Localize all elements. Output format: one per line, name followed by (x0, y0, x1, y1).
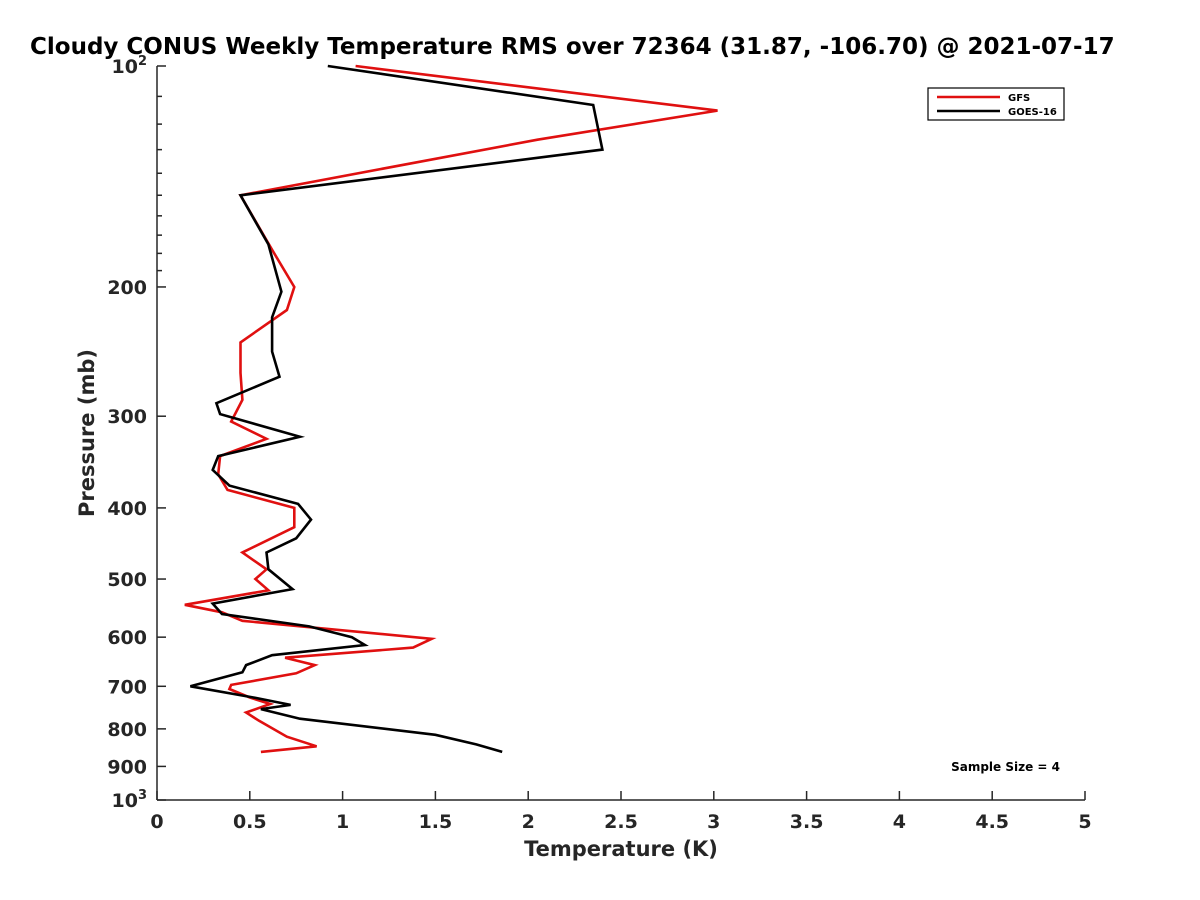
legend-box (927, 87, 1065, 121)
chart-title: Cloudy CONUS Weekly Temperature RMS over… (30, 34, 1115, 60)
legend-label: GOES-16 (1008, 107, 1057, 118)
y-tick-label: 600 (107, 627, 147, 649)
legend: GFS GOES-16 (927, 87, 1065, 121)
x-tick-label: 3 (707, 811, 720, 833)
x-tick-label: 1.5 (419, 811, 453, 833)
x-tick-label: 2 (522, 811, 535, 833)
y-tick-label: 300 (107, 406, 147, 428)
x-tick-label: 0 (150, 811, 163, 833)
y-tick-label: 500 (107, 569, 147, 591)
sample-size-annotation: Sample Size = 4 (951, 760, 1060, 774)
y-tick-label: 900 (107, 756, 147, 778)
x-tick-label: 3.5 (790, 811, 824, 833)
x-tick-label: 5 (1078, 811, 1091, 833)
y-tick-label: 102 (112, 54, 148, 78)
y-axis-label: Pressure (mb) (75, 349, 99, 517)
plot-series (184, 64, 718, 754)
y-tick-label: 103 (112, 788, 148, 812)
x-axis-label: Temperature (K) (524, 837, 718, 861)
axes: 0 0.5 1 1.5 2 2.5 3 3.5 4 4.5 5 102 200 300 400 500 600 7… (107, 54, 1091, 833)
y-tick-label: 200 (107, 277, 147, 299)
series-line-goes-16 (190, 64, 604, 754)
x-tick-label: 4 (893, 811, 906, 833)
x-tick-label: 1 (336, 811, 349, 833)
y-tick-label: 700 (107, 676, 147, 698)
x-tick-label: 4.5 (975, 811, 1009, 833)
x-tick-label: 2.5 (604, 811, 638, 833)
x-tick-label: 0.5 (233, 811, 267, 833)
y-tick-label: 400 (107, 498, 147, 520)
y-tick-label: 800 (107, 719, 147, 741)
legend-label: GFS (1008, 93, 1030, 104)
